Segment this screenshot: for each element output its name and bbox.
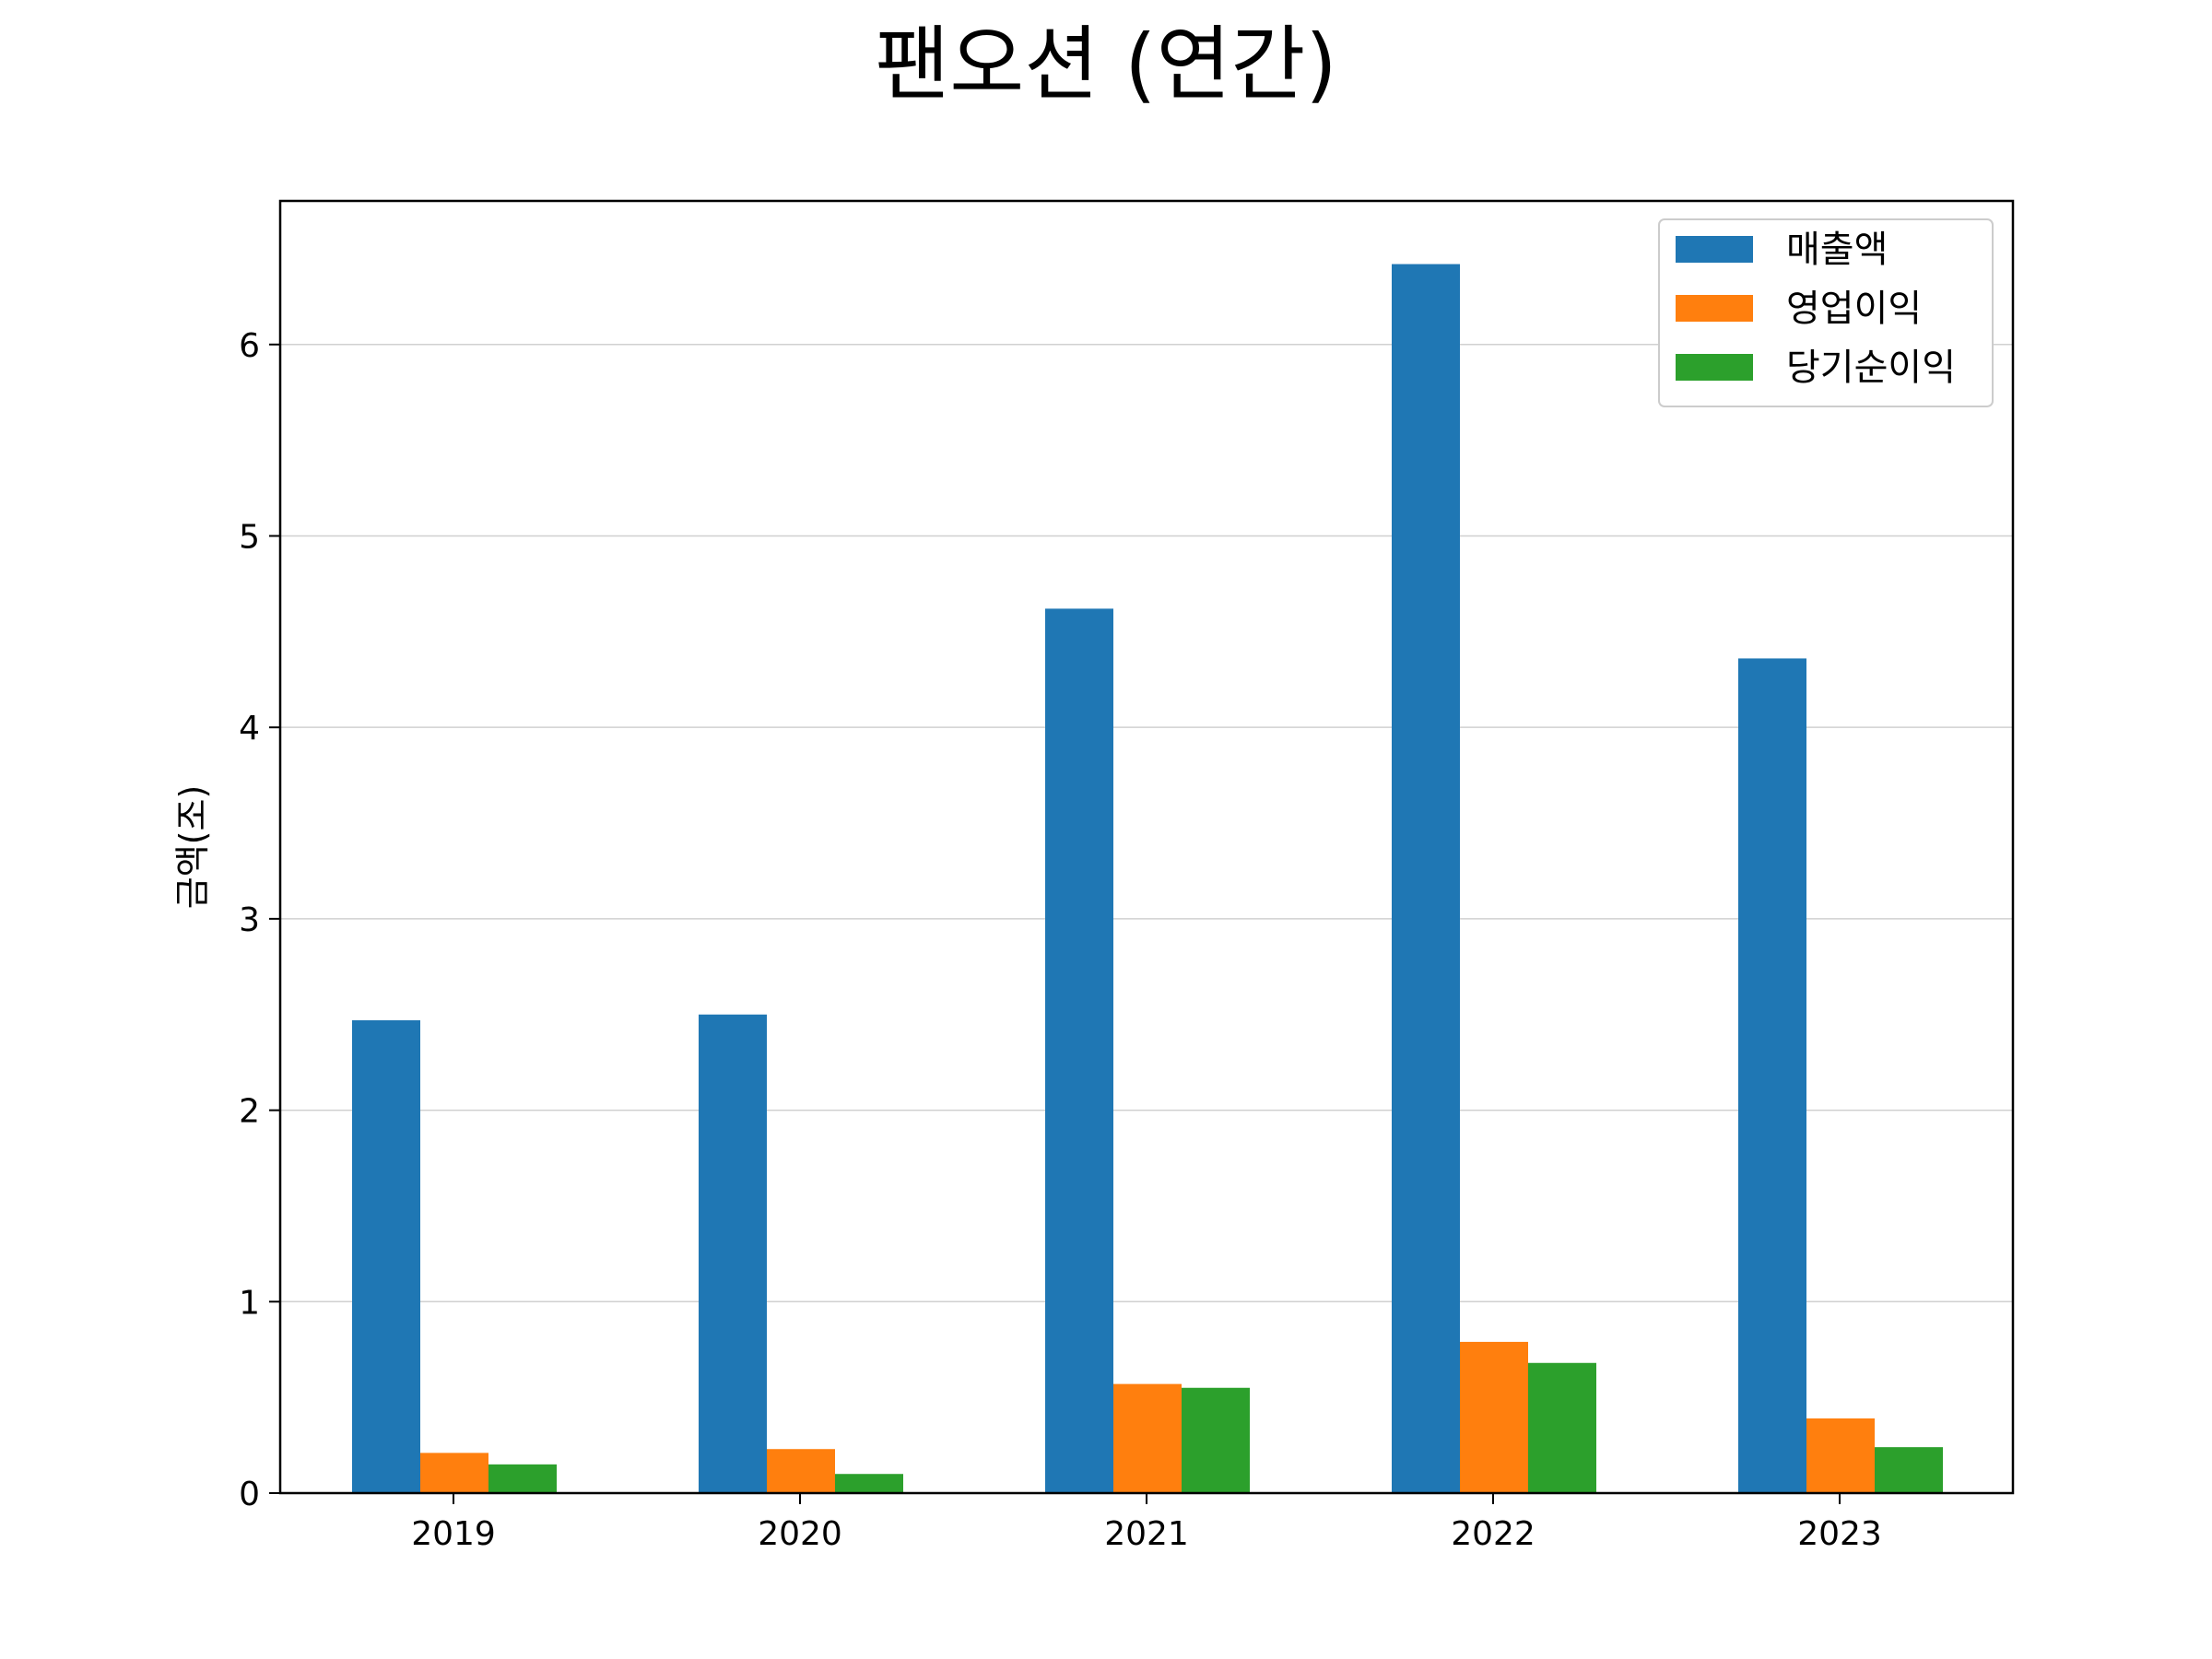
legend-swatch [1676,236,1753,263]
x-tick-label: 2021 [1104,1515,1189,1553]
y-axis-label: 금액(조) [172,785,213,910]
bar-2023-1 [1738,658,1806,1493]
grid-lines [280,344,2013,1303]
legend-label: 영업이익 [1786,288,1922,330]
x-tick-label: 2023 [1797,1515,1882,1553]
bar-2021-2 [1113,1383,1182,1493]
bar-2022-1 [1392,264,1460,1493]
legend-label: 당기순이익 [1786,347,1956,389]
bar-2022-3 [1528,1362,1596,1493]
bar-2023-2 [1806,1418,1875,1493]
x-tick-label: 2020 [758,1515,842,1553]
y-tick-label: 0 [239,1476,260,1513]
legend-swatch [1676,354,1753,381]
y-axis: 0 1 2 3 4 5 6 [239,327,280,1513]
bar-2020-2 [767,1449,835,1493]
y-tick-label: 3 [239,901,260,939]
chart-title: 팬오션 (연간) [875,17,1336,112]
bar-2019-3 [488,1464,557,1493]
y-tick-label: 4 [239,710,260,747]
bar-2020-3 [835,1474,903,1493]
bar-2019-1 [352,1019,420,1493]
legend-label: 매출액 [1786,229,1888,271]
bars [352,264,1943,1493]
y-tick-label: 6 [239,327,260,365]
bar-2021-3 [1182,1387,1250,1493]
y-tick-label: 1 [239,1284,260,1322]
x-tick-label: 2019 [411,1515,496,1553]
y-tick-label: 5 [239,518,260,556]
y-tick-label: 2 [239,1093,260,1131]
bar-2019-2 [420,1453,488,1493]
bar-2022-2 [1460,1341,1528,1493]
bar-2020-1 [699,1014,767,1493]
x-axis: 2019 2020 2021 2022 2023 [411,1493,1882,1553]
bar-2021-1 [1045,608,1113,1493]
x-tick-label: 2022 [1451,1515,1535,1553]
legend-swatch [1676,295,1753,322]
bar-2023-3 [1875,1447,1943,1493]
